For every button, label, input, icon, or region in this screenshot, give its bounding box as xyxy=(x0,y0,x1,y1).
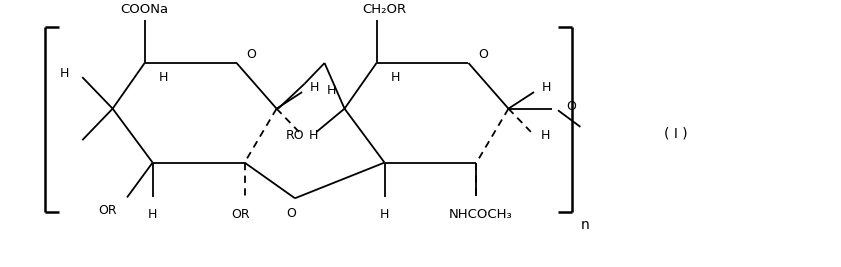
Text: OR: OR xyxy=(98,204,117,217)
Text: H: H xyxy=(542,81,552,95)
Text: H: H xyxy=(159,72,168,84)
Text: COONa: COONa xyxy=(120,3,169,15)
Text: ( I ): ( I ) xyxy=(664,127,688,140)
Text: H: H xyxy=(310,81,320,95)
Text: H: H xyxy=(327,84,336,97)
Text: OR: OR xyxy=(231,208,250,221)
Text: H: H xyxy=(309,129,318,142)
Text: O: O xyxy=(246,48,256,61)
Text: n: n xyxy=(580,218,590,232)
Text: CH₂OR: CH₂OR xyxy=(362,3,406,15)
Text: RO: RO xyxy=(286,129,304,142)
Text: H: H xyxy=(59,67,69,80)
Text: NHCOCH₃: NHCOCH₃ xyxy=(448,208,512,221)
Text: H: H xyxy=(380,208,389,221)
Text: O: O xyxy=(478,48,488,61)
Text: H: H xyxy=(391,72,400,84)
Text: O: O xyxy=(286,207,296,219)
Text: O: O xyxy=(566,100,576,113)
Text: H: H xyxy=(541,129,550,142)
Text: H: H xyxy=(148,208,157,221)
